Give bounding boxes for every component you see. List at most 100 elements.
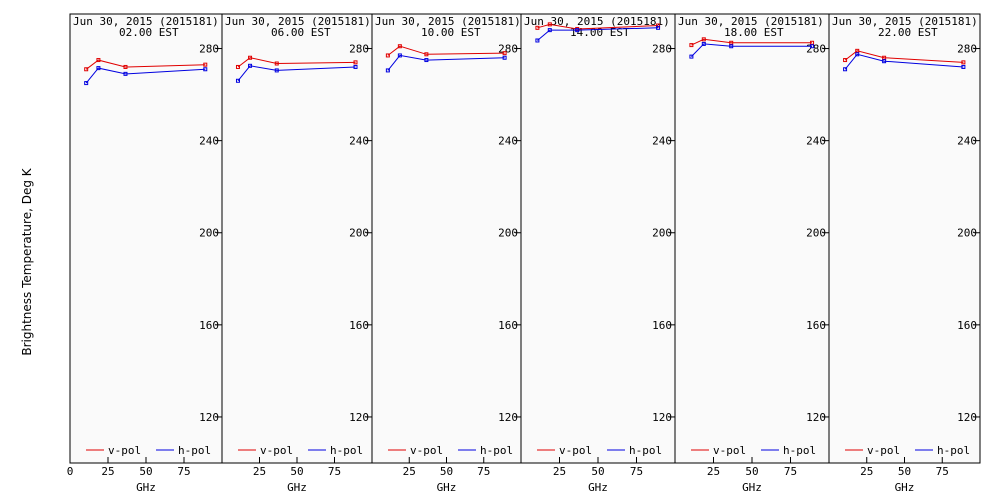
v-pol-line — [537, 23, 659, 30]
v-pol-point — [96, 58, 101, 63]
y-tick-label: 160 — [349, 319, 369, 332]
h-pol-point — [575, 28, 580, 33]
panel-frame — [69, 13, 223, 464]
panel-subtitle: 10.00 EST — [421, 26, 481, 39]
x-axis-label: GHz — [895, 481, 915, 494]
h-pol-point — [424, 58, 429, 63]
x-tick-label: 50 — [290, 465, 303, 478]
v-pol-point — [424, 52, 429, 57]
y-tick-label: 160 — [957, 319, 977, 332]
panel-subtitle: 18.00 EST — [724, 26, 784, 39]
y-tick-label: 160 — [806, 319, 826, 332]
h-pol-line — [537, 27, 659, 41]
y-tick-label: 240 — [652, 135, 672, 148]
y-tick-label: 120 — [652, 411, 672, 424]
v-pol-point — [502, 51, 507, 56]
x-axis-label: GHz — [287, 481, 307, 494]
x-tick-label: 50 — [440, 465, 453, 478]
y-tick-label: 160 — [498, 319, 518, 332]
h-pol-point — [689, 54, 694, 59]
x-tick-label: 75 — [177, 465, 190, 478]
v-pol-point — [656, 23, 661, 28]
h-pol-line — [387, 54, 505, 71]
legend-h-pol-label: h-pol — [178, 444, 211, 457]
h-pol-point — [203, 67, 208, 72]
h-pol-line — [844, 53, 964, 70]
x-tick-label: 50 — [139, 465, 152, 478]
x-tick-label: 25 — [253, 465, 266, 478]
legend-v-pol-label: v-pol — [713, 444, 746, 457]
h-pol-point — [843, 67, 848, 72]
y-axis-label: Brightness Temperature, Deg K — [20, 167, 34, 355]
h-pol-point — [235, 78, 240, 83]
y-tick-label: 280 — [806, 43, 826, 56]
v-pol-point — [274, 61, 279, 66]
x-tick-label: 75 — [477, 465, 490, 478]
v-pol-point — [353, 60, 358, 65]
h-pol-point — [96, 66, 101, 71]
panel-title: Jun 30, 2015 (2015181) — [524, 15, 670, 28]
panel-title: Jun 30, 2015 (2015181) — [225, 15, 371, 28]
y-tick-label: 240 — [349, 135, 369, 148]
x-tick-label: 75 — [936, 465, 949, 478]
y-tick-label: 200 — [806, 227, 826, 240]
y-tick-label: 160 — [652, 319, 672, 332]
legend-v-pol-label: v-pol — [260, 444, 293, 457]
x-tick-label: 50 — [591, 465, 604, 478]
panel-3: Jun 30, 2015 (2015181)10.00 EST 120 160 200… — [371, 13, 522, 494]
legend-h-pol-label: h-pol — [330, 444, 363, 457]
v-pol-point — [248, 55, 253, 60]
legend-h-pol-label: h-pol — [629, 444, 662, 457]
x-tick-label: 50 — [745, 465, 758, 478]
x-tick-label: 75 — [784, 465, 797, 478]
panel-title: Jun 30, 2015 (2015181) — [73, 15, 219, 28]
x-tick-label: 25 — [553, 465, 566, 478]
panel-6: Jun 30, 2015 (2015181)22.00 EST 120 160 200… — [828, 13, 981, 494]
v-pol-point — [535, 25, 540, 30]
panel-title: Jun 30, 2015 (2015181) — [832, 15, 978, 28]
v-pol-point — [547, 22, 552, 27]
x-tick-label: 25 — [403, 465, 416, 478]
panel-subtitle: 02.00 EST — [119, 26, 179, 39]
h-pol-point — [810, 44, 815, 49]
y-tick-label: 280 — [199, 43, 219, 56]
y-tick-label: 280 — [652, 43, 672, 56]
v-pol-line — [85, 59, 206, 70]
y-tick-label: 200 — [199, 227, 219, 240]
v-pol-line — [237, 57, 356, 68]
x-tick-label: 25 — [860, 465, 873, 478]
v-pol-point — [701, 37, 706, 42]
h-pol-point — [701, 41, 706, 46]
v-pol-point — [84, 67, 89, 72]
h-pol-point — [656, 25, 661, 30]
x-axis-label: GHz — [742, 481, 762, 494]
h-pol-point — [961, 64, 966, 69]
panel-frame — [221, 13, 373, 464]
panel-title: Jun 30, 2015 (2015181) — [678, 15, 824, 28]
h-pol-point — [385, 68, 390, 73]
h-pol-point — [248, 63, 253, 68]
panel-2: Jun 30, 2015 (2015181)06.00 EST 120 160 200… — [221, 13, 373, 494]
panel-1: Jun 30, 2015 (2015181)02.00 EST 120 160 200… — [67, 13, 223, 494]
h-pol-line — [237, 65, 356, 82]
panel-frame — [828, 13, 981, 464]
h-pol-point — [547, 28, 552, 33]
h-pol-point — [353, 64, 358, 69]
h-pol-line — [85, 67, 206, 84]
h-pol-point — [882, 59, 887, 64]
panel-4: Jun 30, 2015 (2015181)14.00 EST120160200… — [520, 13, 676, 494]
legend-h-pol-label: h-pol — [937, 444, 970, 457]
y-tick-label: 200 — [349, 227, 369, 240]
legend-v-pol-label: v-pol — [410, 444, 443, 457]
v-pol-point — [203, 62, 208, 67]
y-tick-label: 120 — [199, 411, 219, 424]
h-pol-point — [855, 52, 860, 57]
v-pol-line — [691, 38, 813, 46]
panel-subtitle: 22.00 EST — [878, 26, 938, 39]
h-pol-point — [84, 81, 89, 86]
legend-v-pol-label: v-pol — [108, 444, 141, 457]
x-tick-label: 50 — [898, 465, 911, 478]
x-axis-label: GHz — [588, 481, 608, 494]
y-tick-label: 240 — [498, 135, 518, 148]
y-tick-label: 200 — [652, 227, 672, 240]
